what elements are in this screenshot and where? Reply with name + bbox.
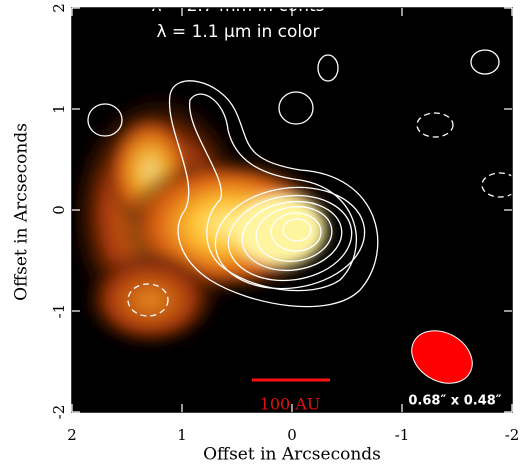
x-tick-label: -1 — [395, 426, 410, 444]
y-tick-label: 2 — [50, 3, 68, 13]
x-tick-label: 2 — [67, 426, 77, 444]
beam-label: 0.68″ x 0.48″ — [408, 394, 501, 409]
y-tick-label: -1 — [50, 304, 68, 319]
x-tick-label: 1 — [177, 426, 187, 444]
y-axis-label: Offset in Arcseconds — [12, 123, 32, 301]
chart: 100 AU 0.68″ x 0.48″ λ = 2.7 mm in conts… — [0, 0, 522, 470]
y-tick-label: 1 — [50, 104, 68, 114]
y-tick-label: 0 — [50, 205, 68, 215]
annotation: λ = 1.1 μm in color — [156, 22, 319, 42]
x-axis-label: Offset in Arcseconds — [203, 445, 381, 465]
page: {"chart_data":{"type":"image", "annotati… — [0, 0, 522, 470]
scale-label: 100 AU — [260, 395, 321, 414]
y-tick-label: -2 — [50, 405, 68, 420]
x-tick-label: -2 — [505, 426, 520, 444]
x-tick-label: 0 — [287, 426, 297, 444]
